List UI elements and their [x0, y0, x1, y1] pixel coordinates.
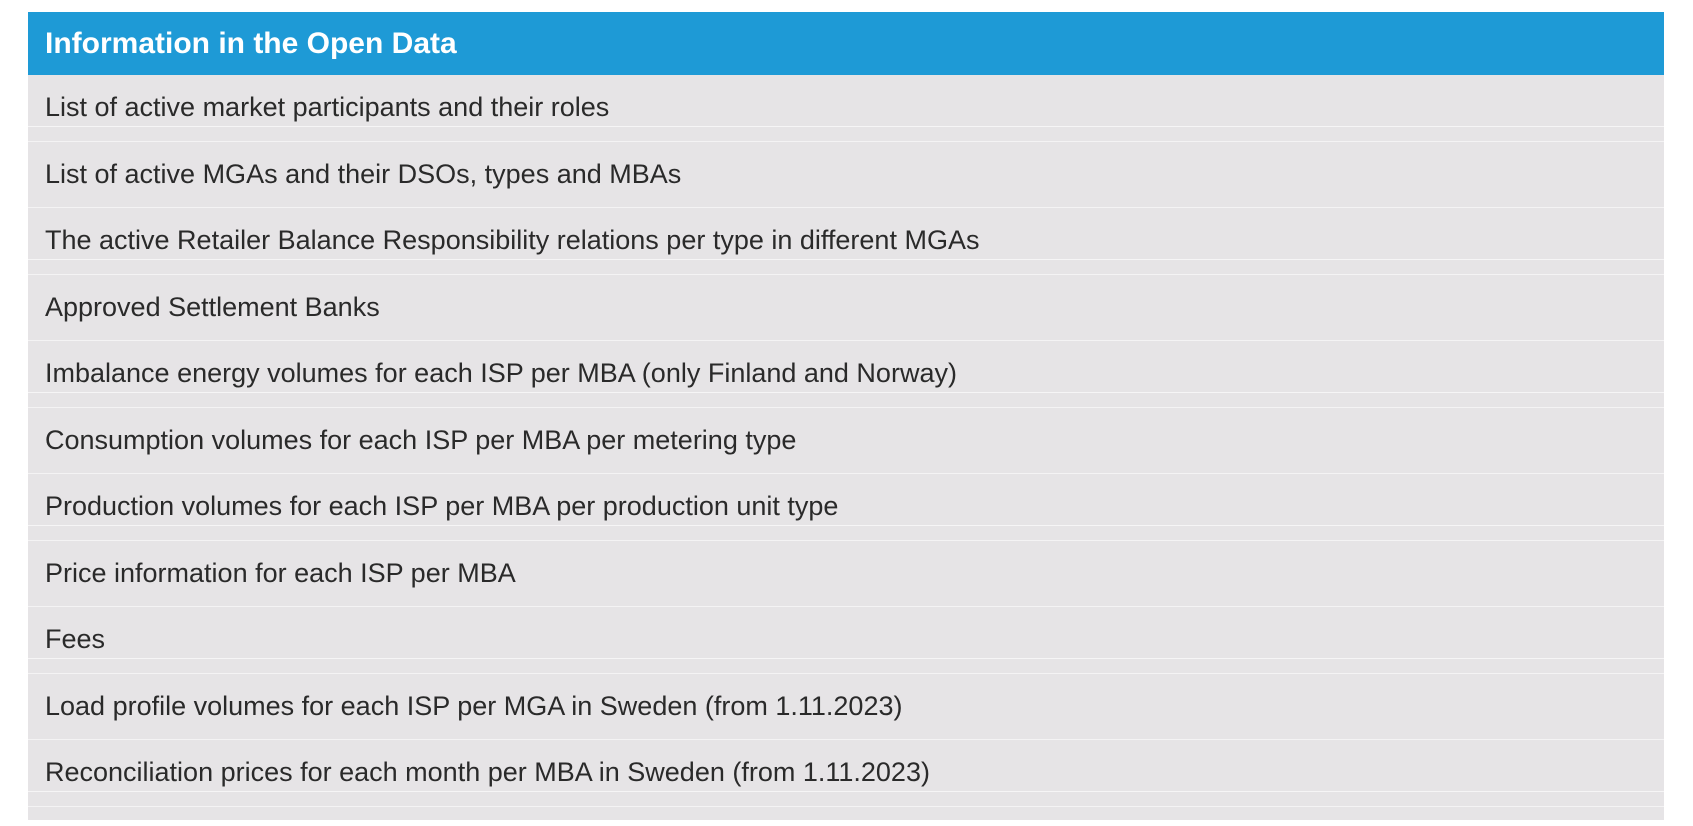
row-label: Fees — [45, 624, 106, 654]
row-label: Load profile volumes for each ISP per MG… — [45, 690, 903, 721]
table-footer-strip — [28, 806, 1664, 820]
table-row: List of active market participants and t… — [28, 75, 1664, 142]
table-row: Consumption volumes for each ISP per MBA… — [28, 407, 1664, 474]
row-label: Imbalance energy volumes for each ISP pe… — [45, 358, 957, 388]
row-label: List of active MGAs and their DSOs, type… — [45, 158, 682, 189]
table-row: Production volumes for each ISP per MBA … — [28, 474, 1664, 541]
open-data-table: Information in the Open Data List of act… — [28, 12, 1664, 820]
table-row: Price information for each ISP per MBA — [28, 540, 1664, 607]
table-row: The active Retailer Balance Responsibili… — [28, 208, 1664, 275]
table-row: Load profile volumes for each ISP per MG… — [28, 673, 1664, 740]
row-label: The active Retailer Balance Responsibili… — [45, 225, 980, 255]
table-row: Approved Settlement Banks — [28, 274, 1664, 341]
row-label: Consumption volumes for each ISP per MBA… — [45, 424, 797, 455]
table-row: Fees — [28, 607, 1664, 674]
row-label: Approved Settlement Banks — [45, 291, 380, 322]
table-row: List of active MGAs and their DSOs, type… — [28, 141, 1664, 208]
table-row: Reconciliation prices for each month per… — [28, 740, 1664, 807]
row-label: List of active market participants and t… — [45, 92, 610, 122]
row-label: Production volumes for each ISP per MBA … — [45, 491, 839, 521]
table-row: Imbalance energy volumes for each ISP pe… — [28, 341, 1664, 408]
table-header: Information in the Open Data — [28, 12, 1664, 75]
row-label: Reconciliation prices for each month per… — [45, 757, 930, 787]
row-label: Price information for each ISP per MBA — [45, 557, 516, 588]
